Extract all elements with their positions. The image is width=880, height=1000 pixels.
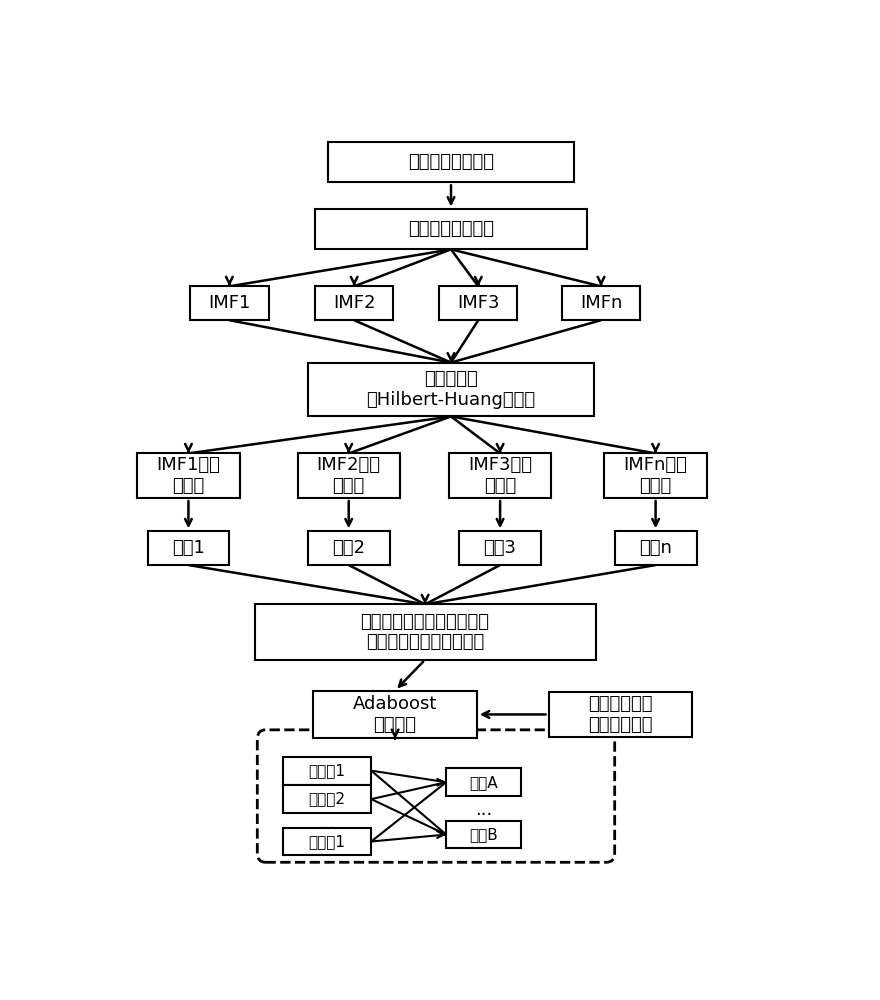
Text: 能量2: 能量2 xyxy=(333,539,365,557)
FancyBboxPatch shape xyxy=(137,453,239,498)
FancyBboxPatch shape xyxy=(297,453,400,498)
Text: 类别B: 类别B xyxy=(469,827,498,842)
FancyBboxPatch shape xyxy=(257,730,614,862)
FancyBboxPatch shape xyxy=(614,531,697,565)
FancyBboxPatch shape xyxy=(308,363,594,416)
FancyBboxPatch shape xyxy=(254,604,596,660)
Text: 能量n: 能量n xyxy=(639,539,672,557)
FancyBboxPatch shape xyxy=(328,142,574,182)
FancyBboxPatch shape xyxy=(459,531,541,565)
FancyBboxPatch shape xyxy=(449,453,551,498)
Text: Adaboost
强分类器: Adaboost 强分类器 xyxy=(353,695,437,734)
Text: ...: ... xyxy=(319,815,335,833)
Text: 实时监测数据
（测试样本）: 实时监测数据 （测试样本） xyxy=(588,695,652,734)
FancyBboxPatch shape xyxy=(446,821,521,848)
FancyBboxPatch shape xyxy=(548,692,692,737)
FancyBboxPatch shape xyxy=(315,209,588,249)
Text: IMF2边际
谱能量: IMF2边际 谱能量 xyxy=(317,456,381,495)
Text: IMF1: IMF1 xyxy=(209,294,251,312)
Text: IMF1边际
谱能量: IMF1边际 谱能量 xyxy=(157,456,220,495)
Text: 能量1: 能量1 xyxy=(172,539,205,557)
FancyBboxPatch shape xyxy=(439,286,517,320)
Text: 能量3: 能量3 xyxy=(484,539,517,557)
Text: IMF3边际
谱能量: IMF3边际 谱能量 xyxy=(468,456,532,495)
Text: ...: ... xyxy=(475,801,493,819)
FancyBboxPatch shape xyxy=(308,531,390,565)
Text: 相关性分析
（Hilbert-Huang变换）: 相关性分析 （Hilbert-Huang变换） xyxy=(366,370,536,409)
Text: IMFn边际
谱能量: IMFn边际 谱能量 xyxy=(624,456,687,495)
FancyBboxPatch shape xyxy=(190,286,268,320)
FancyBboxPatch shape xyxy=(282,785,371,813)
FancyBboxPatch shape xyxy=(446,768,521,796)
FancyBboxPatch shape xyxy=(605,453,707,498)
FancyBboxPatch shape xyxy=(282,757,371,785)
FancyBboxPatch shape xyxy=(315,286,393,320)
Text: 数据片2: 数据片2 xyxy=(308,792,345,807)
FancyBboxPatch shape xyxy=(561,286,641,320)
Text: 类别A: 类别A xyxy=(469,775,498,790)
Text: 数据片1: 数据片1 xyxy=(308,834,345,849)
Text: 时序电压电流信号: 时序电压电流信号 xyxy=(408,153,494,171)
Text: IMF3: IMF3 xyxy=(457,294,500,312)
Text: IMF2: IMF2 xyxy=(333,294,376,312)
Text: 数据片1: 数据片1 xyxy=(308,763,345,778)
Text: IMFn: IMFn xyxy=(580,294,622,312)
FancyBboxPatch shape xyxy=(148,531,230,565)
FancyBboxPatch shape xyxy=(313,691,477,738)
FancyBboxPatch shape xyxy=(282,828,371,855)
Text: 极点对称模态分解: 极点对称模态分解 xyxy=(408,220,494,238)
Text: 光伏阵列在不同故障状态下
的特征向量（训练样本）: 光伏阵列在不同故障状态下 的特征向量（训练样本） xyxy=(361,613,489,651)
